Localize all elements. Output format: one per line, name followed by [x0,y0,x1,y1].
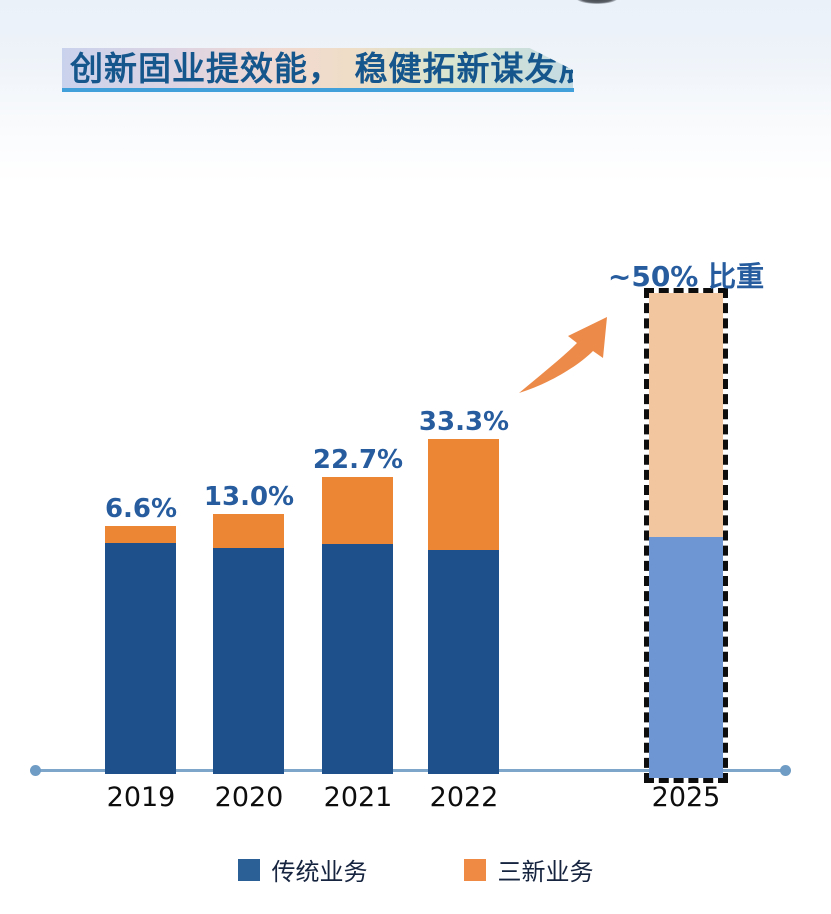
bar-value-label: 13.0% [203,482,295,512]
legend-item: 三新业务 [463,852,594,887]
x-tick-label: 2020 [214,782,284,813]
title-underline [62,88,574,92]
x-tick-label: 2022 [429,782,499,813]
x-tick-label: 2019 [106,782,176,813]
bar-2021 [322,477,393,774]
top-logo-fragment-icon [576,0,618,4]
bar-value-label: ~50% 比重 [607,260,765,293]
bar-2025 [644,288,728,783]
page-title: 创新固业提效能， 稳健拓新谋发展 [70,49,593,88]
bar-2019 [105,526,176,774]
axis-endpoint-left [30,765,41,776]
segment-new-business [322,477,393,544]
x-axis-line [35,769,786,772]
legend-label: 三新业务 [497,858,594,886]
x-tick-label: 2021 [323,782,393,813]
x-tick-label: 2025 [651,782,721,813]
bar-2022 [428,439,499,774]
axis-endpoint-right [780,765,791,776]
segment-traditional-business [213,548,284,774]
segment-new-business [649,293,723,537]
chart-legend: 传统业务 三新业务 [0,852,831,887]
segment-new-business [428,439,499,550]
legend-label: 传统业务 [271,858,368,886]
segment-traditional-business [322,544,393,774]
legend-swatch-icon [463,858,486,881]
bar-2020 [213,514,284,774]
bar-value-label: 6.6% [104,494,178,524]
segment-new-business [105,526,176,543]
legend-swatch-icon [237,858,260,881]
legend-item: 传统业务 [237,852,368,887]
title-banner: 创新固业提效能， 稳健拓新谋发展 [62,48,573,88]
growth-arrow-icon [519,317,607,393]
segment-traditional-business [649,537,723,778]
segment-traditional-business [105,543,176,774]
bar-value-label: 22.7% [312,445,404,475]
bar-value-label: 33.3% [418,407,510,437]
segment-traditional-business [428,550,499,774]
segment-new-business [213,514,284,548]
